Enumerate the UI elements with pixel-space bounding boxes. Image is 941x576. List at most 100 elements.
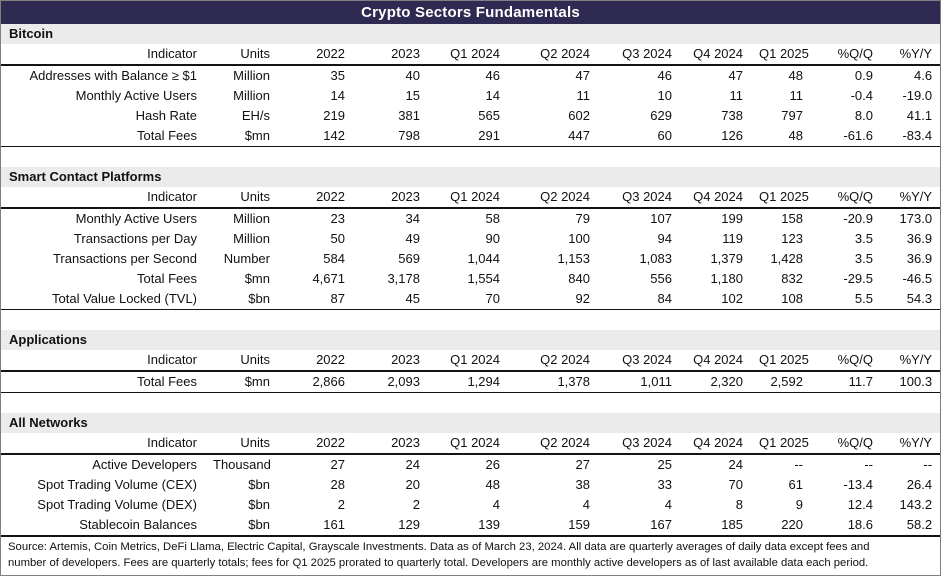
- cell-value: 47: [575, 68, 590, 83]
- cell-value: 220: [751, 515, 811, 536]
- cell-value: 14: [485, 88, 500, 103]
- cell-value: 48: [485, 477, 500, 492]
- cell-value: 2: [337, 497, 345, 512]
- cell-value: 40: [405, 68, 420, 83]
- column-header: Q2 2024: [508, 44, 598, 66]
- cell-value: -46.5: [902, 271, 933, 286]
- cell-value: -20.9: [843, 211, 873, 226]
- cell-value: 60: [598, 126, 680, 147]
- cell-units: $bn: [205, 289, 278, 310]
- cell-value: 1,378: [508, 371, 598, 393]
- column-header: Q3 2024: [598, 350, 680, 372]
- cell-value: 11.7: [811, 371, 881, 393]
- cell-value: 100: [568, 231, 590, 246]
- section-title: Smart Contact Platforms: [1, 167, 941, 187]
- column-header: %Y/Y: [881, 187, 941, 209]
- cell-value: 14: [330, 88, 345, 103]
- column-header: 2023: [353, 187, 428, 209]
- column-header: %Y/Y: [881, 350, 941, 372]
- cell-value: 54.3: [881, 289, 941, 310]
- report-title-bar: Crypto Sectors Fundamentals: [1, 1, 940, 24]
- source-note-line-2: number of developers. Fees are quarterly…: [8, 557, 869, 569]
- cell-value: 167: [598, 515, 680, 536]
- table-row: Total Fees $mn 2,866 2,093 1,294 1,378 1,011 2,…: [1, 371, 941, 393]
- cell-value: 2: [412, 497, 420, 512]
- column-header: %Q/Q: [811, 44, 881, 66]
- cell-value: 629: [650, 108, 672, 123]
- cell-value: -29.5: [843, 271, 873, 286]
- cell-units: Million: [233, 211, 270, 226]
- cell-value: 1,011: [598, 371, 680, 393]
- cell-value: 161: [278, 515, 353, 536]
- cell-units: $bn: [205, 515, 278, 536]
- cell-value: 24: [405, 457, 420, 472]
- table-row: Total Fees $mn 4,671 3,178 1,554 840 556 1,180 8…: [1, 269, 940, 289]
- cell-units: Million: [233, 88, 270, 103]
- cell-value: -13.4: [843, 477, 873, 492]
- column-header: 2023: [353, 350, 428, 372]
- column-header: %Y/Y: [881, 433, 941, 455]
- cell-value: 1,379: [710, 251, 743, 266]
- section-spacer-row: [1, 310, 940, 331]
- cell-value: 58.2: [881, 515, 941, 536]
- cell-value: 4.6: [914, 68, 933, 83]
- table-row: Monthly Active Users Million 14 15 14 11 10 11 1…: [1, 86, 940, 106]
- cell-value: 8.0: [854, 108, 873, 123]
- cell-value: -19.0: [902, 88, 933, 103]
- fundamentals-table: Bitcoin Indicator Units 2022 2023 Q1 2024 Q2 2…: [1, 24, 941, 536]
- cell-value: 738: [721, 108, 743, 123]
- cell-value: 24: [728, 457, 743, 472]
- cell-value: --: [794, 457, 803, 472]
- cell-value: 798: [353, 126, 428, 147]
- cell-value: 15: [405, 88, 420, 103]
- column-header: %Q/Q: [811, 433, 881, 455]
- cell-units: Million: [233, 231, 270, 246]
- cell-value: 219: [323, 108, 345, 123]
- cell-value: 291: [428, 126, 508, 147]
- cell-value: 1,428: [770, 251, 803, 266]
- cell-value: 2,592: [751, 371, 811, 393]
- table-row: Total Value Locked (TVL) $bn 87 45 70 92 84 102…: [1, 289, 941, 310]
- cell-value: -83.4: [881, 126, 941, 147]
- cell-value: 0.9: [854, 68, 873, 83]
- cell-value: 28: [330, 477, 345, 492]
- cell-value: 94: [657, 231, 672, 246]
- cell-indicator: Spot Trading Volume (CEX): [37, 477, 197, 492]
- cell-value: 2,866: [278, 371, 353, 393]
- cell-indicator: Active Developers: [92, 457, 197, 472]
- cell-value: 70: [728, 477, 743, 492]
- cell-value: 25: [657, 457, 672, 472]
- cell-value: 5.5: [811, 289, 881, 310]
- cell-value: -61.6: [811, 126, 881, 147]
- cell-value: 27: [330, 457, 345, 472]
- spacer-cell: [1, 310, 940, 331]
- cell-value: 143.2: [899, 497, 933, 512]
- column-header: %Q/Q: [811, 187, 881, 209]
- cell-value: 8: [735, 497, 743, 512]
- column-header: 2022: [278, 44, 353, 66]
- cell-value: 58: [485, 211, 500, 226]
- cell-value: 107: [650, 211, 672, 226]
- column-header: Indicator: [1, 350, 205, 372]
- cell-indicator: Total Fees: [1, 371, 205, 393]
- column-header-row: Indicator Units 2022 2023 Q1 2024 Q2 2024 Q3 2…: [1, 44, 941, 66]
- cell-value: 1,554: [467, 271, 500, 286]
- source-note: Source: Artemis, Coin Metrics, DeFi Llam…: [1, 536, 940, 575]
- column-header: Q2 2024: [508, 433, 598, 455]
- cell-units: Million: [233, 68, 270, 83]
- column-header: 2022: [278, 350, 353, 372]
- cell-value: 158: [781, 211, 803, 226]
- cell-value: 92: [508, 289, 598, 310]
- cell-value: 142: [278, 126, 353, 147]
- column-header: Q3 2024: [598, 433, 680, 455]
- cell-value: 102: [680, 289, 751, 310]
- cell-value: 11: [576, 88, 591, 103]
- cell-value: 840: [568, 271, 590, 286]
- table-row: Addresses with Balance ≥ $1 Million 35 40 46…: [1, 65, 940, 86]
- cell-indicator: Addresses with Balance ≥ $1: [29, 68, 197, 83]
- column-header: Q4 2024: [680, 350, 751, 372]
- section-spacer-row: [1, 147, 940, 168]
- cell-value: 4: [664, 497, 672, 512]
- column-header: 2022: [278, 433, 353, 455]
